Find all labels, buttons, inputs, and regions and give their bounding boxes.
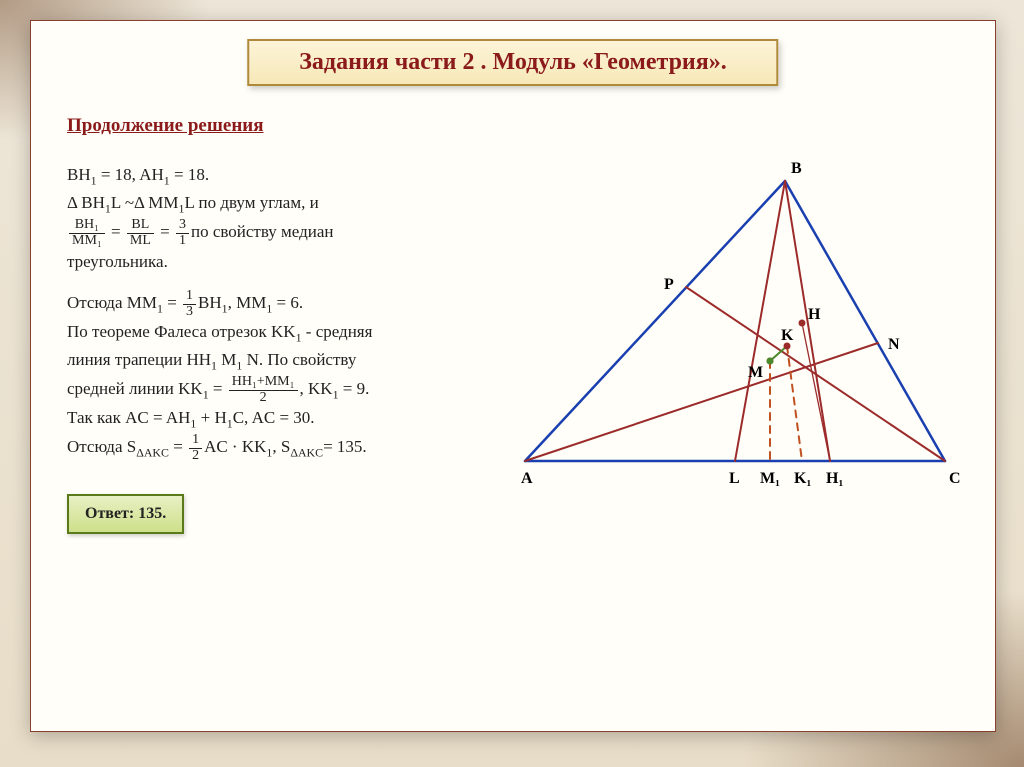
frac-3-1: 31 (176, 218, 189, 248)
line-1: BH1 = 18, AH1 = 18. (67, 162, 507, 190)
line-8: средней линии KK1 = HH₁+MM₁2, KK1 = 9. (67, 375, 507, 405)
svg-text:M: M (748, 364, 763, 381)
svg-text:K: K (781, 327, 794, 344)
line-5: Отсюда MM1 = 13BH1, MM1 = 6. (67, 289, 507, 319)
slide-card: Задания части 2 . Модуль «Геометрия». Пр… (30, 20, 996, 732)
svg-text:P: P (664, 276, 674, 293)
line-4: треугольника. (67, 249, 507, 275)
triangle-diagram: A B C P N M KH L M₁ K₁ H₁ (505, 151, 965, 511)
frac-bh-mm: BH₁MM₁ (69, 218, 105, 248)
line-10: Отсюда SΔAKC = 12AC · KK1, SΔAKC= 135. (67, 433, 507, 463)
frac-1-3: 13 (183, 289, 196, 319)
svg-text:M₁: M₁ (760, 470, 780, 487)
spacer (67, 275, 507, 289)
svg-text:H₁: H₁ (826, 470, 843, 487)
svg-text:B: B (791, 160, 802, 177)
solution-text: Продолжение решения BH1 = 18, AH1 = 18. … (67, 111, 507, 534)
line-3: BH₁MM₁ = BLML = 31по свойству медиан (67, 218, 507, 248)
svg-text:K₁: K₁ (794, 470, 811, 487)
svg-text:A: A (521, 470, 533, 487)
svg-text:L: L (729, 470, 740, 487)
svg-text:C: C (949, 470, 961, 487)
svg-text:N: N (888, 336, 900, 353)
frac-bl-ml: BLML (127, 218, 154, 248)
line-9: Так как AC = AH1 + H1C, AC = 30. (67, 405, 507, 433)
svg-text:H: H (808, 306, 821, 323)
line-6: По теореме Фалеса отрезок KK1 - средняя (67, 319, 507, 347)
frac-1-2: 12 (189, 433, 202, 463)
frac-hh-mm: HH₁+MM₁2 (229, 375, 298, 405)
answer-box: Ответ: 135. (67, 494, 184, 535)
line-2: Δ BH1L ~Δ MM1L по двум углам, и (67, 190, 507, 218)
line-7: линия трапеции HH1 M1 N. По свойству (67, 347, 507, 375)
title-box: Задания части 2 . Модуль «Геометрия». (247, 39, 778, 86)
subtitle: Продолжение решения (67, 111, 507, 140)
slide-title: Задания части 2 . Модуль «Геометрия». (299, 49, 726, 76)
